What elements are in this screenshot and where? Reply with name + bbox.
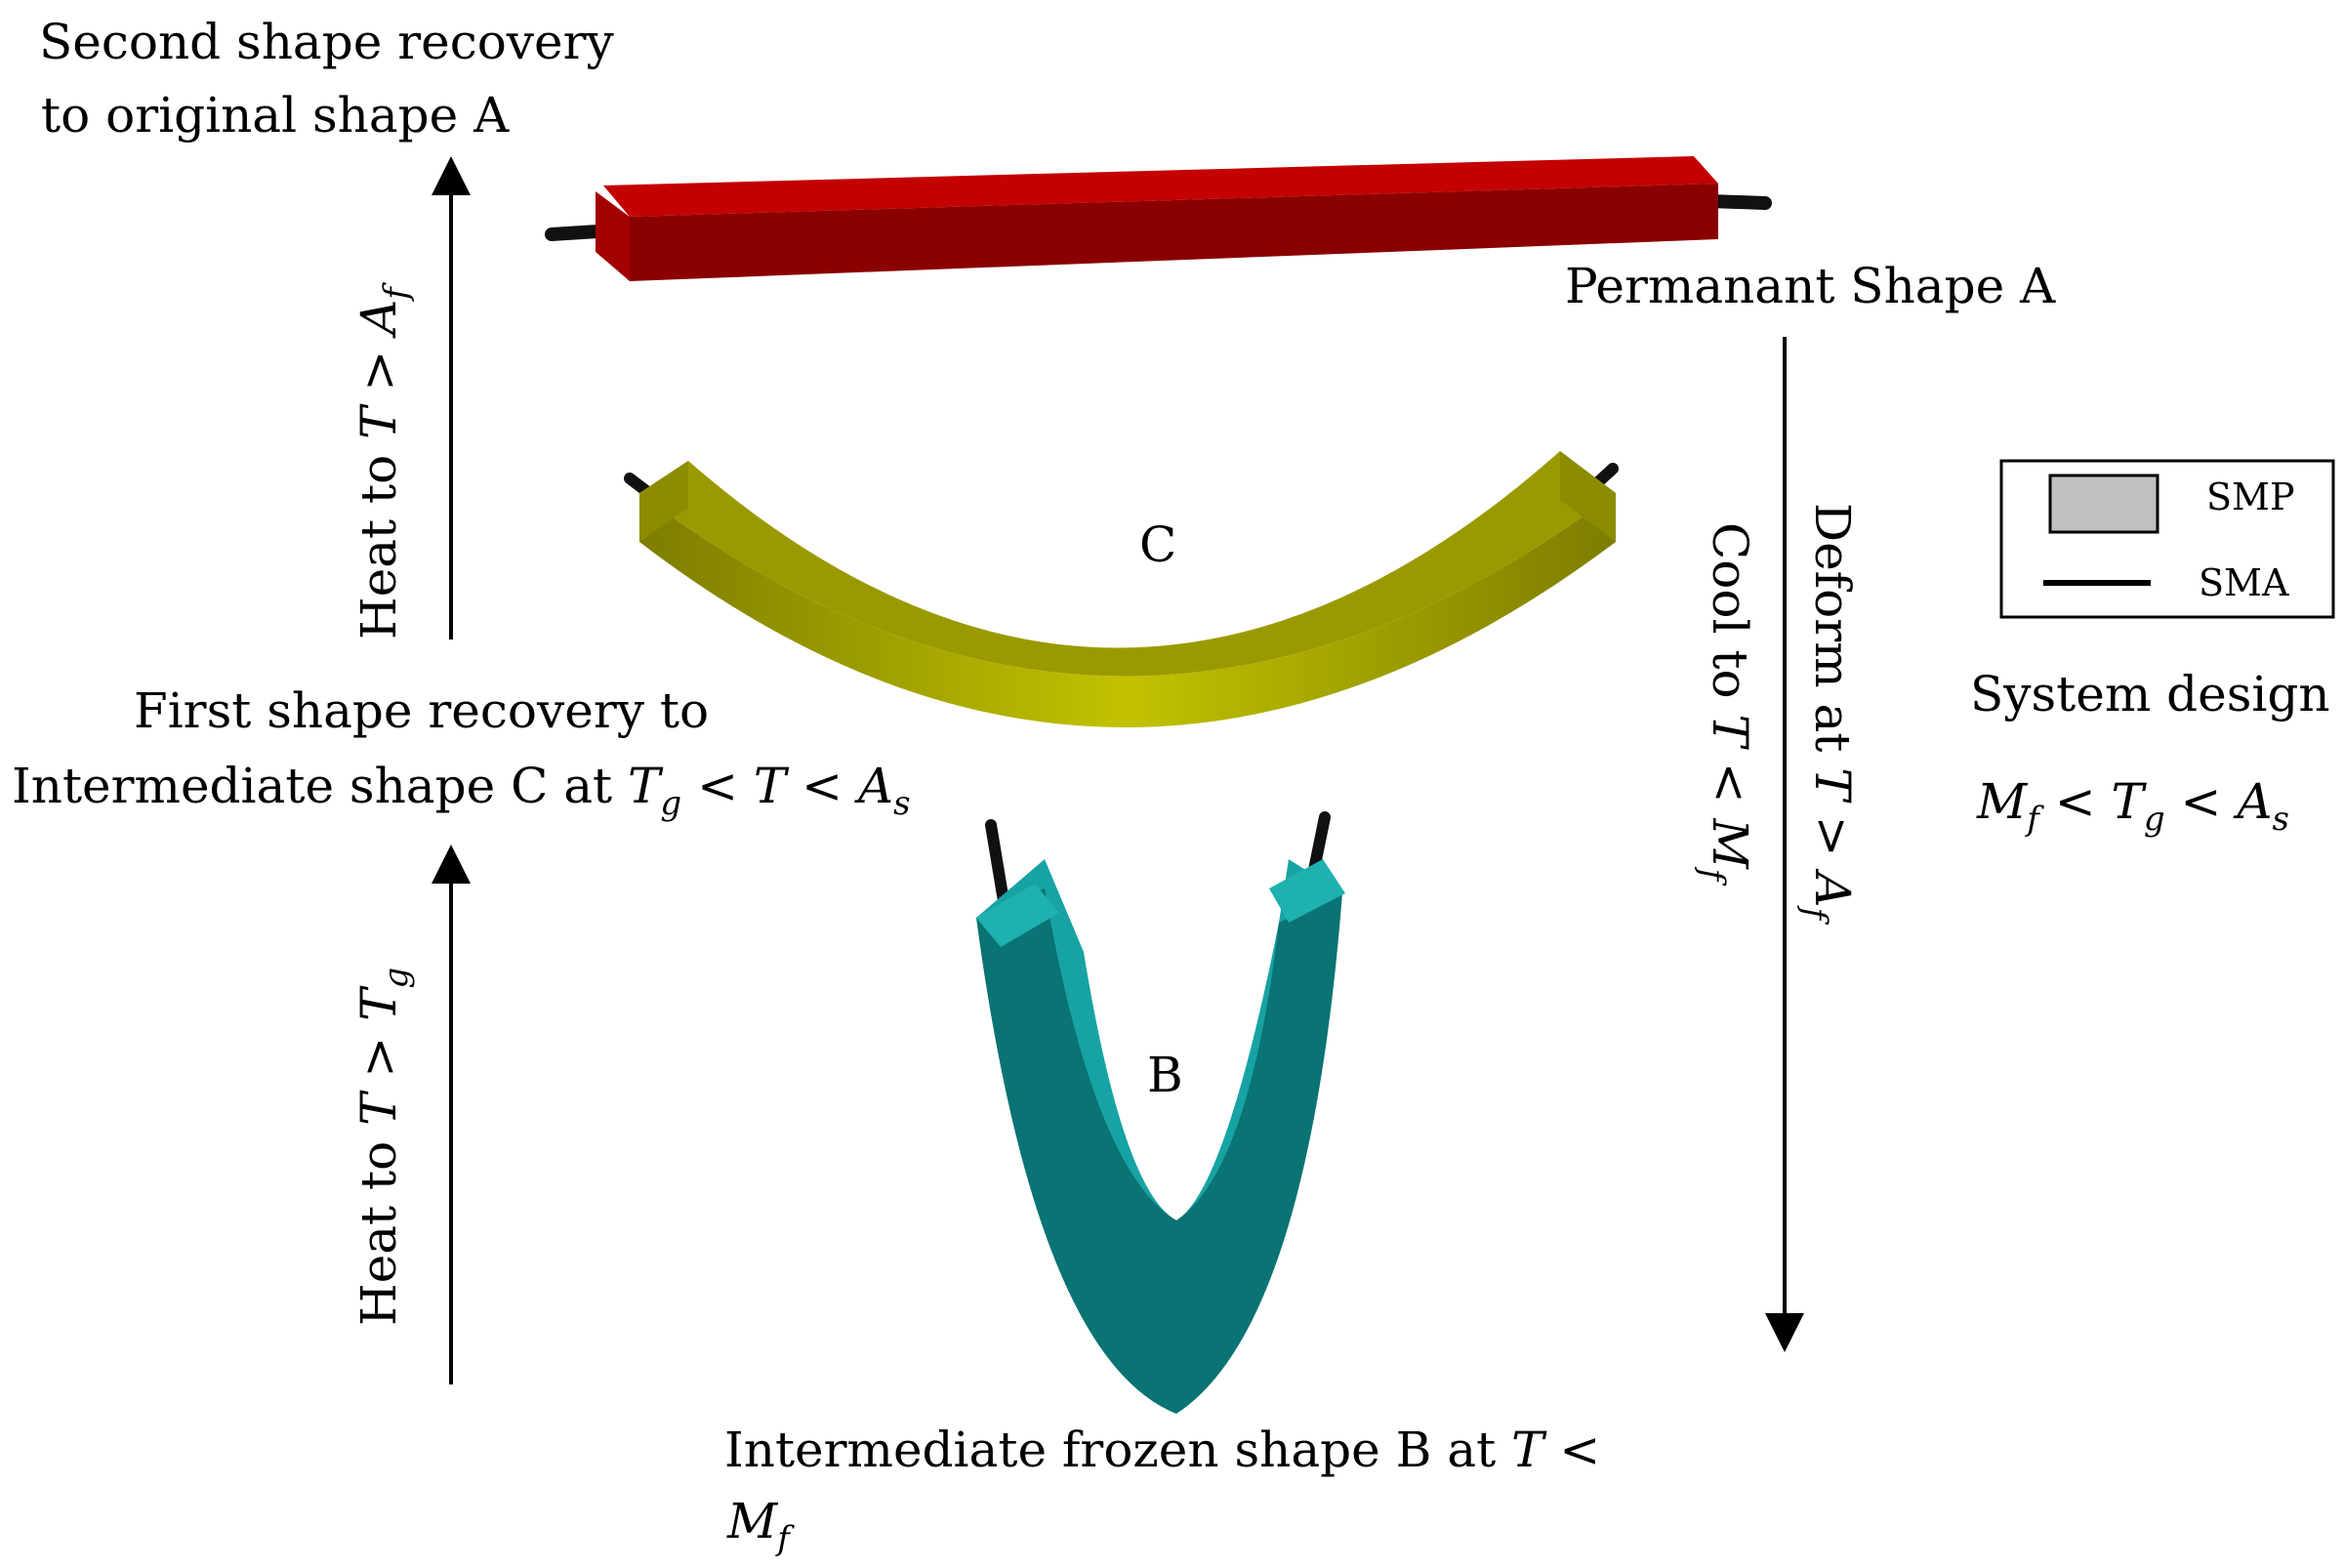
legend-smp-swatch xyxy=(2048,474,2159,534)
system-design-label: System design xyxy=(1970,666,2330,722)
deform-at-label: Deform at T > Af xyxy=(1795,503,1861,925)
frozen-shape-line1: Intermediate frozen shape B at T < xyxy=(724,1422,1600,1478)
cool-to-label: Cool to T < Mf xyxy=(1693,522,1758,887)
first-recovery-line2: Intermediate shape C at Tg < T < As xyxy=(12,758,911,823)
heat-to-tg-label: Heat to T > Tg xyxy=(350,968,416,1326)
legend: SMP SMA xyxy=(1999,459,2335,619)
shape-b-bar xyxy=(976,811,1345,1414)
second-recovery-line1: Second shape recovery xyxy=(39,14,615,70)
shape-b-letter: B xyxy=(1147,1047,1183,1103)
frozen-shape-line2: Mf xyxy=(726,1493,795,1558)
shape-c-bar xyxy=(624,451,1619,727)
shape-a-bar xyxy=(545,156,1772,281)
heat-to-af-label: Heat to T > Af xyxy=(350,282,416,640)
permanent-shape-label: Permanant Shape A xyxy=(1565,258,2056,314)
legend-sma-label: SMA xyxy=(2199,561,2289,604)
first-recovery-line1: First shape recovery to xyxy=(134,682,709,739)
shape-c-letter: C xyxy=(1139,516,1176,573)
second-recovery-line2: to original shape A xyxy=(41,87,510,144)
system-design-formula: Mf < Tg < As xyxy=(1976,773,2289,839)
legend-smp-label: SMP xyxy=(2206,475,2295,518)
